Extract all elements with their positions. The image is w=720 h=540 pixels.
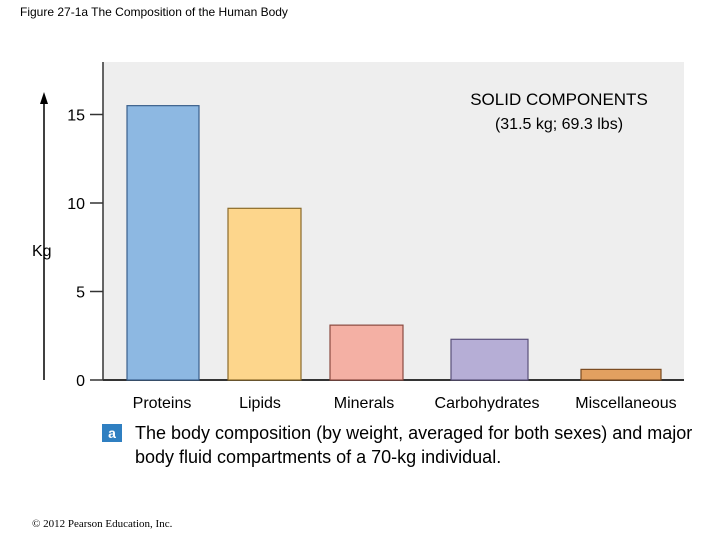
y-axis-ticks: 0 5 10 15 [43,102,103,390]
chart-title: SOLID COMPONENTS [470,90,648,109]
bar-lipids [227,207,302,381]
bars [126,105,662,381]
y-tick-label: 10 [67,196,85,213]
panel-label-badge: a [102,424,122,442]
bar-chart: 0 5 10 15 Proteins Lipids Minerals Carbohydrat… [32,62,684,412]
y-axis-label: Kg [32,243,52,260]
copyright-notice: © 2012 Pearson Education, Inc. [32,518,173,530]
figure-caption: The body composition (by weight, average… [135,423,693,467]
category-label-miscellaneous: Miscellaneous [575,395,676,412]
category-label-proteins: Proteins [133,395,192,412]
y-tick-label: 0 [76,373,85,390]
bar-minerals [329,324,404,381]
figure-title: Figure 27-1a The Composition of the Huma… [20,5,288,19]
category-labels: Proteins Lipids Minerals Carbohydrates Misce… [133,395,677,412]
bar-carbohydrates [450,338,529,381]
y-tick-label: 15 [67,108,85,125]
bar-miscellaneous [580,368,662,381]
y-tick-label: 5 [76,285,85,302]
category-label-minerals: Minerals [334,395,394,412]
chart-subtitle: (31.5 kg; 69.3 lbs) [495,116,623,133]
category-label-carbohydrates: Carbohydrates [435,395,540,412]
bar-proteins [126,105,200,381]
category-label-lipids: Lipids [239,395,281,412]
y-axis-arrow-icon [40,92,48,104]
